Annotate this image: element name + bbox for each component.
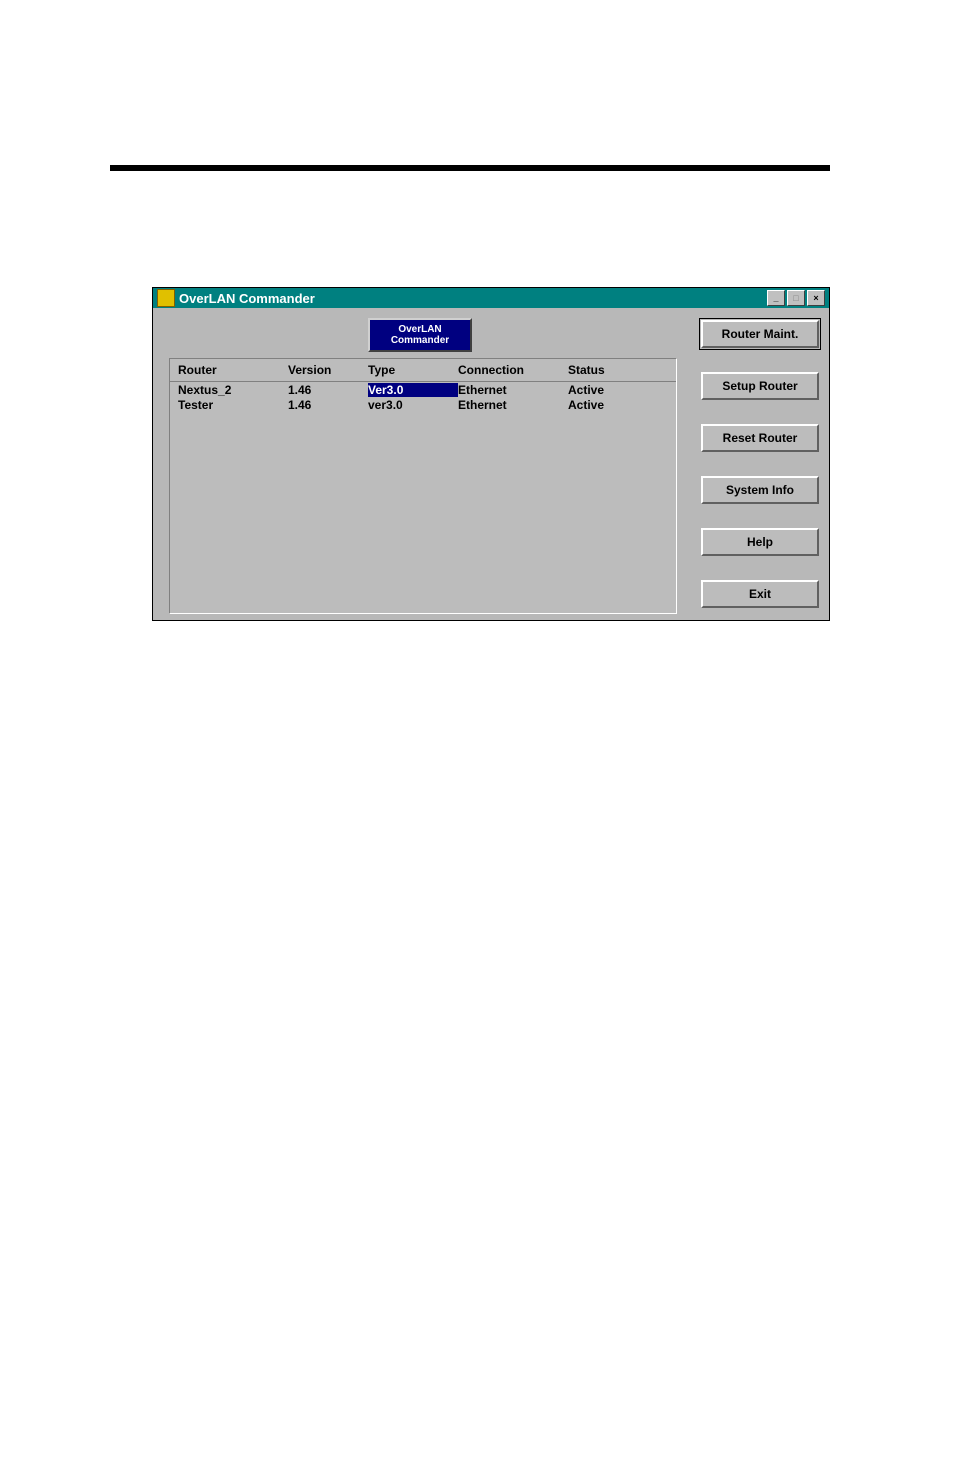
col-connection-header[interactable]: Connection: [458, 363, 568, 377]
app-window: OverLAN Commander _ □ × OverLAN Commande…: [152, 287, 830, 621]
router-maint-button[interactable]: Router Maint.: [701, 320, 819, 348]
cell-connection: Ethernet: [458, 383, 568, 397]
cell-connection: Ethernet: [458, 398, 568, 412]
cell-status: Active: [568, 398, 658, 412]
cell-status: Active: [568, 383, 658, 397]
system-info-button[interactable]: System Info: [701, 476, 819, 504]
cell-type: ver3.0: [368, 398, 458, 412]
table-row[interactable]: Tester 1.46 ver3.0 Ethernet Active: [170, 397, 676, 412]
reset-router-button[interactable]: Reset Router: [701, 424, 819, 452]
setup-router-button[interactable]: Setup Router: [701, 372, 819, 400]
cell-router: Tester: [170, 398, 288, 412]
side-button-panel: Router Maint. Setup Router Reset Router …: [701, 320, 819, 608]
maximize-button: □: [787, 290, 805, 306]
router-list-header: Router Version Type Connection Status: [170, 359, 676, 382]
window-title: OverLAN Commander: [179, 291, 315, 306]
page-divider: [110, 165, 830, 171]
app-icon: [157, 289, 175, 307]
cell-version: 1.46: [288, 398, 368, 412]
col-status-header[interactable]: Status: [568, 363, 658, 377]
col-version-header[interactable]: Version: [288, 363, 368, 377]
table-row[interactable]: Nextus_2 1.46 Ver3.0 Ethernet Active: [170, 382, 676, 397]
cell-type: Ver3.0: [368, 383, 458, 397]
help-button[interactable]: Help: [701, 528, 819, 556]
overlan-commander-header[interactable]: OverLAN Commander: [368, 318, 472, 352]
col-router-header[interactable]: Router: [170, 363, 288, 377]
close-button[interactable]: ×: [807, 290, 825, 306]
client-area: OverLAN Commander Router Version Type Co…: [153, 308, 829, 620]
titlebar[interactable]: OverLAN Commander _ □ ×: [153, 288, 829, 308]
cell-version: 1.46: [288, 383, 368, 397]
router-list-panel: Router Version Type Connection Status Ne…: [169, 358, 677, 614]
cell-router: Nextus_2: [170, 383, 288, 397]
exit-button[interactable]: Exit: [701, 580, 819, 608]
minimize-button[interactable]: _: [767, 290, 785, 306]
col-type-header[interactable]: Type: [368, 363, 458, 377]
